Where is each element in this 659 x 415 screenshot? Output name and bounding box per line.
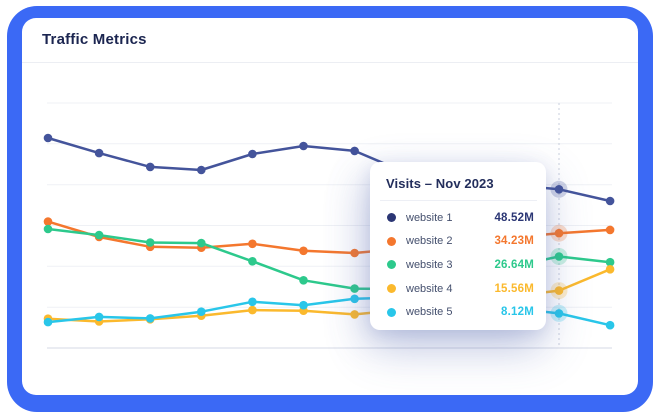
data-point-website-4[interactable] xyxy=(605,265,615,274)
data-point-website-5[interactable] xyxy=(197,307,206,317)
tooltip-row: website 2 34.23M xyxy=(383,230,534,254)
data-point-website-4[interactable] xyxy=(554,286,564,295)
tooltip-series-value: 48.52M xyxy=(494,211,534,224)
data-point-website-1[interactable] xyxy=(248,149,257,159)
data-point-website-5[interactable] xyxy=(248,297,257,307)
legend-dot-icon xyxy=(387,284,396,294)
data-point-website-1[interactable] xyxy=(145,162,155,172)
data-point-website-2[interactable] xyxy=(299,246,308,256)
data-point-website-5[interactable] xyxy=(145,314,155,323)
legend-dot-icon xyxy=(387,260,396,270)
data-point-website-2[interactable] xyxy=(554,228,564,238)
tooltip-series-label: website 4 xyxy=(406,282,453,295)
tooltip-legend: website 1 48.52M website 2 34.23M website 3 2… xyxy=(383,206,534,324)
data-point-website-1[interactable] xyxy=(605,196,615,206)
legend-dot-icon xyxy=(387,213,396,223)
data-point-website-5[interactable] xyxy=(554,309,564,318)
data-point-website-3[interactable] xyxy=(145,238,155,247)
data-point-website-5[interactable] xyxy=(299,300,308,310)
tooltip-row: website 1 48.52M xyxy=(383,206,534,230)
tooltip-series-value: 34.23M xyxy=(494,235,534,248)
chart-tooltip: Visits – Nov 2023 website 1 48.52M website… xyxy=(370,162,546,330)
data-point-website-4[interactable] xyxy=(350,310,359,319)
tooltip-series-label: website 1 xyxy=(406,211,453,224)
data-point-website-5[interactable] xyxy=(605,320,615,330)
data-point-website-1[interactable] xyxy=(350,146,359,156)
tooltip-row: website 3 26.64M xyxy=(383,253,534,277)
data-point-website-3[interactable] xyxy=(554,252,564,261)
tooltip-series-label: website 2 xyxy=(406,235,453,248)
data-point-website-3[interactable] xyxy=(94,230,104,240)
window-frame: Traffic Metrics Visits – Nov 2023 websit… xyxy=(7,6,653,412)
tooltip-divider xyxy=(380,200,537,201)
data-point-website-2[interactable] xyxy=(248,239,257,249)
data-point-website-4[interactable] xyxy=(248,305,257,315)
tooltip-series-value: 26.64M xyxy=(494,258,534,271)
page-title: Traffic Metrics xyxy=(42,31,147,48)
tooltip-row: website 4 15.56M xyxy=(383,277,534,301)
tooltip-series-value: 8.12M xyxy=(501,306,534,319)
traffic-metrics-card: Traffic Metrics Visits – Nov 2023 websit… xyxy=(22,18,638,395)
data-point-website-1[interactable] xyxy=(94,148,104,158)
legend-dot-icon xyxy=(387,236,396,246)
data-point-website-3[interactable] xyxy=(248,257,257,266)
tooltip-row: website 5 8.12M xyxy=(383,300,534,324)
data-point-website-2[interactable] xyxy=(43,217,53,226)
data-point-website-5[interactable] xyxy=(94,312,104,322)
data-point-website-3[interactable] xyxy=(43,224,53,234)
data-point-website-1[interactable] xyxy=(554,185,564,194)
data-point-website-1[interactable] xyxy=(43,133,53,143)
data-point-website-3[interactable] xyxy=(605,257,615,267)
tooltip-series-value: 15.56M xyxy=(494,282,534,295)
data-point-website-5[interactable] xyxy=(350,294,359,304)
data-point-website-1[interactable] xyxy=(197,165,206,175)
tooltip-title: Visits – Nov 2023 xyxy=(386,176,494,191)
header-divider xyxy=(22,62,638,63)
data-point-website-2[interactable] xyxy=(350,248,359,258)
data-point-website-3[interactable] xyxy=(299,276,308,285)
data-point-website-1[interactable] xyxy=(299,141,308,151)
tooltip-series-label: website 5 xyxy=(406,306,453,319)
legend-dot-icon xyxy=(387,307,396,317)
data-point-website-2[interactable] xyxy=(605,225,615,235)
data-point-website-3[interactable] xyxy=(197,238,206,248)
tooltip-series-label: website 3 xyxy=(406,258,453,271)
data-point-website-3[interactable] xyxy=(350,284,359,293)
data-point-website-5[interactable] xyxy=(43,317,53,327)
